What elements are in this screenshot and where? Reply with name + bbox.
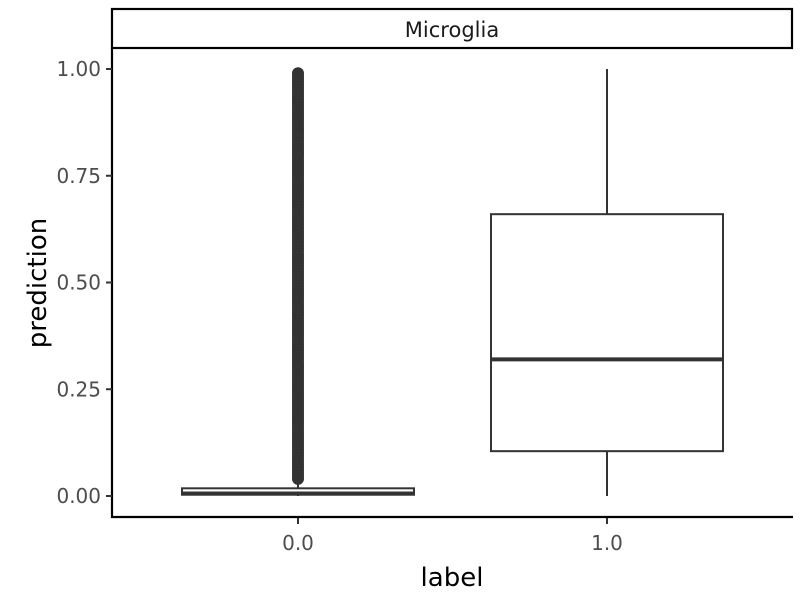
x-tick-label: 1.0 [591,531,623,555]
boxes [181,67,724,496]
y-axis-title: prediction [23,218,53,348]
outlier-points [292,67,304,485]
y-ticks: 0.00 0.25 0.50 0.75 1.00 [56,57,112,508]
x-tick-label: 0.0 [282,531,314,555]
y-tick-label: 0.25 [56,377,101,401]
x-ticks: 0.0 1.0 [282,518,623,555]
box-iqr [490,213,724,453]
box-0.0 [181,67,415,496]
facet-label: Microglia [405,18,499,42]
outlier-point [292,67,304,80]
y-tick-label: 0.50 [56,271,101,295]
y-tick-label: 0.75 [56,164,101,188]
y-tick-label: 0.00 [56,484,101,508]
y-tick-label: 1.00 [56,57,101,81]
box-1.0 [490,69,724,496]
facet-strip [110,7,794,50]
x-axis-title: label [421,563,484,593]
